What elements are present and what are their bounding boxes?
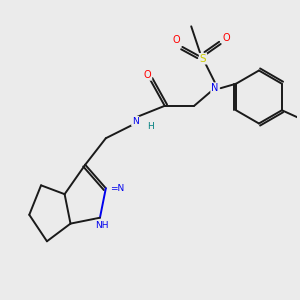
Text: N: N: [132, 117, 139, 126]
Text: S: S: [200, 54, 206, 64]
Text: =N: =N: [110, 184, 124, 193]
Text: O: O: [144, 70, 152, 80]
Text: NH: NH: [95, 220, 109, 230]
Text: N: N: [211, 83, 218, 93]
Text: O: O: [173, 34, 180, 45]
Text: O: O: [223, 33, 230, 43]
Text: H: H: [147, 122, 153, 131]
